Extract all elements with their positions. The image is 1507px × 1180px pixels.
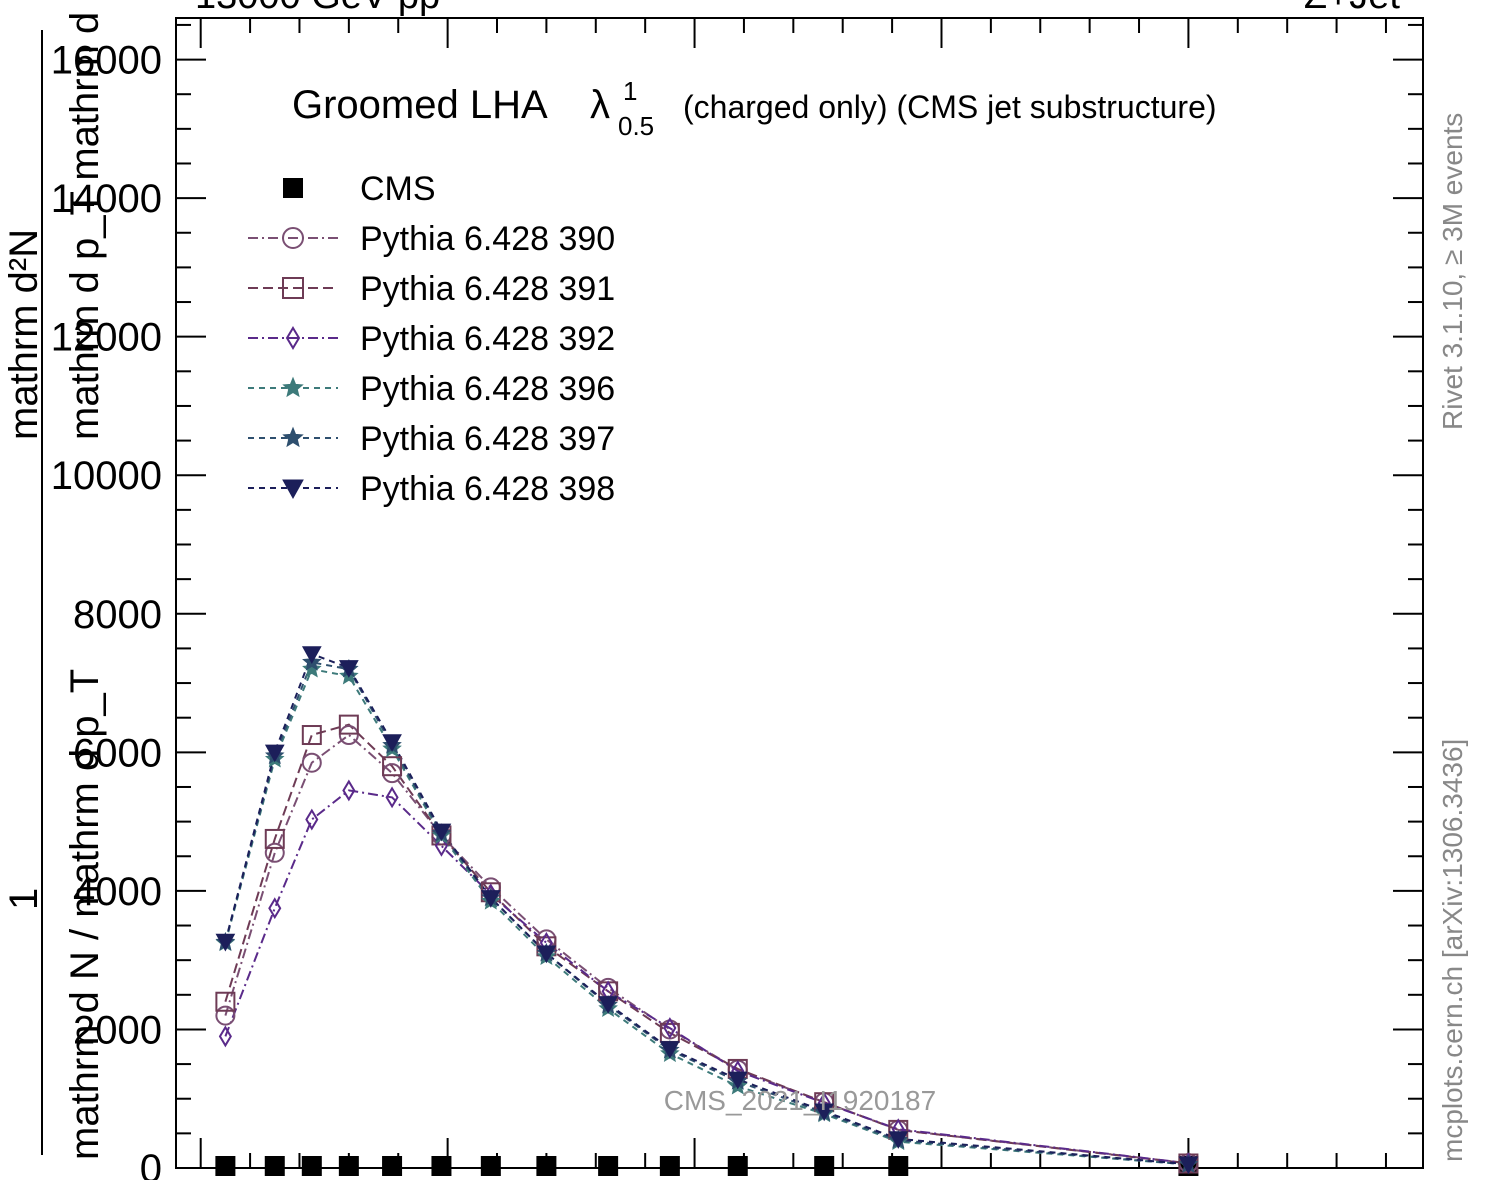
legend-label-pythia-6-428-396: Pythia 6.428 396	[360, 370, 615, 408]
point-pythia-6-428-398	[814, 1103, 835, 1122]
point-pythia-6-428-398	[301, 646, 322, 664]
point-pythia-6-428-390	[338, 725, 359, 746]
point-cms	[659, 1156, 680, 1176]
point-pythia-6-428-398	[339, 660, 359, 678]
title-rest: (charged only) (CMS jet substructure)	[683, 89, 1217, 125]
y-tick-label: 14000	[51, 177, 162, 221]
point-cms	[888, 1156, 909, 1176]
point-cms	[382, 1156, 403, 1176]
legend-label-pythia-6-428-398: Pythia 6.428 398	[360, 470, 615, 508]
title-sup: 1	[623, 76, 637, 106]
point-pythia-6-428-391	[301, 725, 322, 746]
legend-marker-pythia-6-428-397	[282, 426, 304, 448]
y-axis: 0 2000 4000 6000 8000 10000 12000 14000 16000	[51, 23, 1423, 1180]
ylabel-denominator-top: mathrm d p_T mathrm d lambda	[63, 0, 107, 440]
point-cms	[431, 1156, 452, 1176]
legend-label-pythia-6-428-397: Pythia 6.428 397	[360, 420, 615, 458]
point-pythia-6-428-398	[1178, 1156, 1199, 1175]
y-tick-label: 2000	[73, 1008, 162, 1052]
point-cms	[727, 1156, 748, 1176]
chart-title: Groomed LHA λ 1 0.5 (charged only) (CMS …	[292, 76, 1217, 141]
point-cms	[215, 1156, 236, 1176]
point-pythia-6-428-391	[382, 756, 403, 777]
point-cms	[480, 1156, 501, 1176]
y-tick-label: 0	[140, 1147, 162, 1180]
series-lines	[224, 652, 1189, 1166]
legend-marker-pythia-6-428-396	[282, 376, 304, 398]
point-pythia-6-428-392	[434, 834, 449, 857]
rivet-version: Rivet 3.1.10, ≥ 3M events	[1437, 113, 1468, 430]
point-pythia-6-428-398	[660, 1041, 680, 1059]
y-tick-label: 8000	[73, 593, 162, 637]
point-cms	[536, 1156, 557, 1176]
legend-label-pythia-6-428-391: Pythia 6.428 391	[360, 270, 615, 308]
y-axis-label: mathrm d²N mathrm d p_T mathrm d lambda …	[2, 0, 107, 1160]
title-sub: 0.5	[618, 111, 654, 141]
point-cms	[814, 1156, 835, 1176]
point-pythia-6-428-398	[888, 1131, 909, 1149]
ylabel-denominator-main: mathrm d N / mathrm d p_T	[63, 669, 107, 1160]
point-pythia-6-428-392	[385, 786, 399, 809]
point-pythia-6-428-398	[480, 890, 501, 908]
point-pythia-6-428-392	[218, 1025, 232, 1048]
legend-marker-pythia-6-428-392	[285, 326, 301, 350]
point-pythia-6-428-398	[727, 1071, 748, 1090]
ylabel-one: 1	[2, 888, 46, 910]
header-left: 13000 GeV pp	[195, 0, 440, 17]
legend-marker-cms	[283, 178, 303, 198]
point-pythia-6-428-392	[663, 1017, 677, 1040]
point-pythia-6-428-398	[264, 744, 285, 763]
point-pythia-6-428-398	[431, 823, 452, 842]
title-lambda: λ	[590, 83, 610, 127]
series-markers	[215, 646, 1199, 1176]
watermark: CMS_2021_I1920187	[664, 1085, 936, 1116]
point-pythia-6-428-391	[264, 828, 285, 849]
series-line-pythia-6-428-398	[224, 652, 1189, 1166]
point-pythia-6-428-391	[215, 991, 236, 1012]
point-pythia-6-428-392	[268, 897, 282, 920]
point-cms	[598, 1156, 619, 1176]
point-pythia-6-428-398	[382, 734, 402, 752]
point-cms	[301, 1156, 322, 1176]
legend-marker-pythia-6-428-390	[282, 227, 304, 249]
legend-marker-pythia-6-428-391	[282, 277, 304, 299]
point-pythia-6-428-392	[342, 779, 356, 802]
legend-marker-pythia-6-428-398	[282, 479, 304, 500]
legend-label-cms: CMS	[360, 170, 436, 208]
y-tick-label: 16000	[51, 39, 162, 83]
y-tick-label: 12000	[51, 316, 162, 360]
legend-label-pythia-6-428-392: Pythia 6.428 392	[360, 320, 615, 358]
mcplots-ref: mcplots.cern.ch [arXiv:1306.3436]	[1437, 739, 1468, 1162]
point-pythia-6-428-390	[301, 752, 322, 773]
header-right: Z+Jet	[1304, 0, 1401, 17]
point-pythia-6-428-398	[598, 996, 618, 1014]
point-cms	[338, 1156, 359, 1176]
y-tick-label: 4000	[73, 870, 162, 914]
point-pythia-6-428-390	[264, 842, 285, 863]
point-pythia-6-428-391	[338, 714, 359, 735]
plot-frame	[175, 17, 1424, 1169]
legend: CMS Pythia 6.428 390 Pythia 6.428 391 Pythi…	[248, 170, 615, 508]
y-tick-label: 6000	[73, 731, 162, 775]
point-pythia-6-428-398	[215, 933, 236, 952]
point-pythia-6-428-390	[215, 1005, 236, 1026]
ylabel-numerator: mathrm d²N	[2, 229, 46, 440]
x-axis	[199, 18, 1387, 1168]
point-pythia-6-428-396	[302, 658, 322, 678]
point-pythia-6-428-392	[305, 808, 319, 831]
point-pythia-6-428-398	[536, 945, 557, 964]
title-main: Groomed LHA	[292, 83, 548, 127]
series-line-pythia-6-428-392	[224, 789, 1189, 1165]
point-cms	[264, 1156, 285, 1176]
y-tick-label: 10000	[51, 454, 162, 498]
series-line-pythia-6-428-396	[224, 668, 1189, 1166]
legend-label-pythia-6-428-390: Pythia 6.428 390	[360, 220, 615, 258]
